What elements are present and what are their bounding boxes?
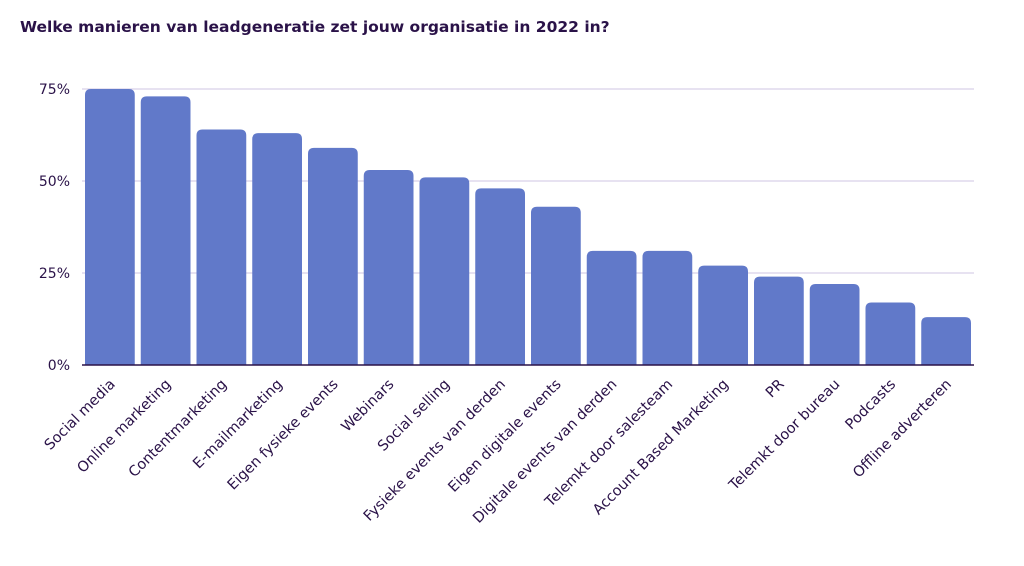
bar-eigen-digitale-events <box>531 206 581 365</box>
bar-account-based-marketing <box>698 265 748 365</box>
bar-contentmarketing <box>196 129 247 365</box>
bar-social-selling <box>419 177 470 365</box>
x-tick-label: PR <box>763 377 788 402</box>
x-tick-label: Webinars <box>339 377 398 436</box>
bar-fysieke-events-van-derden <box>475 188 525 365</box>
x-tick-label: Contentmarketing <box>126 377 230 481</box>
x-tick-label: Offline adverteren <box>850 377 955 482</box>
bar-podcasts <box>865 302 916 365</box>
bar-e-mailmarketing <box>252 133 302 365</box>
y-tick-label: 25% <box>39 266 70 282</box>
chart-title: Welke manieren van leadgeneratie zet jou… <box>20 18 610 36</box>
bar-webinars <box>363 169 414 365</box>
bar-telemkt-door-salesteam <box>642 250 693 365</box>
x-tick-label: Eigen digitale events <box>446 377 565 496</box>
bar-eigen-fysieke-events <box>308 147 358 365</box>
x-tick-label: Eigen fysieke events <box>225 377 342 494</box>
bar-telemkt-door-bureau <box>809 284 860 365</box>
bars <box>85 89 971 366</box>
bar-offline-adverteren <box>921 317 971 365</box>
x-tick-label: Telemkt door bureau <box>726 377 844 495</box>
bar-digitale-events-van-derden <box>586 250 637 365</box>
bar-online-marketing <box>140 96 191 366</box>
y-tick-label: 50% <box>39 174 70 190</box>
y-tick-label: 0% <box>48 358 70 374</box>
axes: 0% 25% 50% 75% <box>39 82 974 374</box>
bar-social-media <box>85 89 135 365</box>
x-tick-label: Podcasts <box>843 377 900 434</box>
x-tick-label: Online marketing <box>75 377 175 477</box>
y-tick-label: 75% <box>39 82 70 98</box>
bar-pr <box>754 276 804 365</box>
